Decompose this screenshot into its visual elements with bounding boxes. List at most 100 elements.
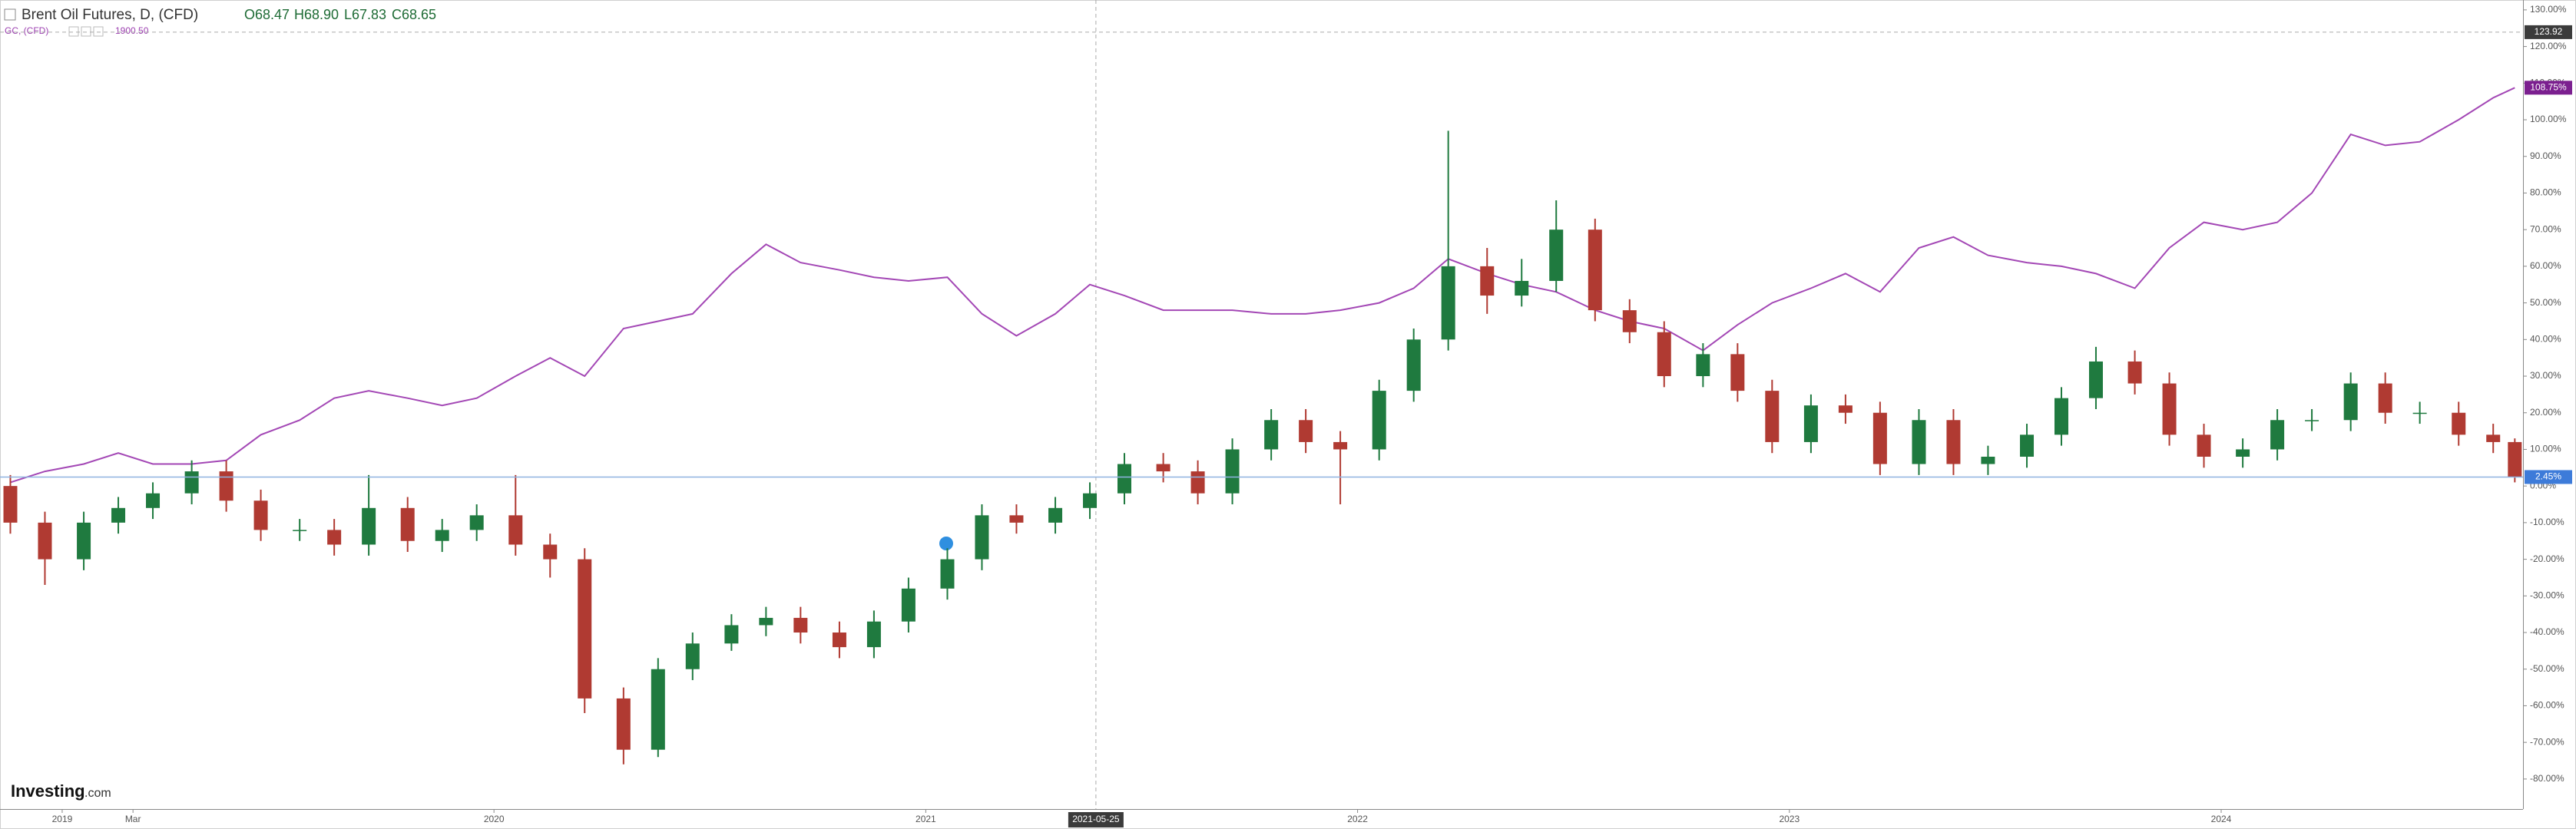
- candle-body: [759, 617, 773, 626]
- candle-body: [901, 588, 916, 622]
- x-tick-label: 2020: [484, 814, 505, 824]
- candle-body: [975, 515, 989, 560]
- x-tick-label: 2021: [916, 814, 936, 824]
- candle-body: [2412, 412, 2427, 414]
- candle-body: [793, 617, 808, 633]
- crosshair-y-label: 123.92: [2535, 26, 2563, 37]
- candle-body: [1333, 441, 1348, 450]
- candle-body: [2270, 420, 2285, 450]
- candle-body: [2508, 441, 2522, 477]
- overlay-name: GC, (CFD): [5, 25, 48, 36]
- ohlc-low: L67.83: [344, 7, 386, 22]
- overlay-icon[interactable]: [68, 26, 79, 37]
- x-tick-label: Mar: [125, 814, 141, 824]
- candle-body: [1515, 280, 1529, 296]
- y-tick-label: -20.00%: [2530, 553, 2564, 564]
- y-tick-label: 60.00%: [2530, 260, 2561, 271]
- logo: Investing: [11, 781, 85, 801]
- y-tick-label: 90.00%: [2530, 150, 2561, 161]
- y-tick-label: 50.00%: [2530, 297, 2561, 308]
- candle-body: [2020, 434, 2035, 457]
- last-price-tag: [2525, 470, 2572, 484]
- y-tick-label: 130.00%: [2530, 4, 2567, 15]
- overlay-last-tag: [2525, 81, 2572, 95]
- x-tick-label: 2022: [1347, 814, 1368, 824]
- candle-body: [1441, 266, 1455, 340]
- candle-body: [1946, 420, 1961, 464]
- overlay-icon[interactable]: [93, 26, 104, 37]
- candle-body: [3, 486, 18, 523]
- y-tick-label: 10.00%: [2530, 444, 2561, 454]
- candle-body: [253, 500, 268, 530]
- collapse-icon[interactable]: [4, 8, 16, 21]
- candle-body: [184, 471, 199, 494]
- ohlc-close: C68.65: [392, 7, 436, 22]
- y-tick-label: -80.00%: [2530, 773, 2564, 784]
- candle-body: [1765, 391, 1780, 442]
- candle-body: [1225, 449, 1240, 494]
- candle-body: [616, 698, 631, 750]
- candle-body: [1117, 464, 1131, 494]
- candle-body: [508, 515, 523, 545]
- candle-body: [1981, 456, 1995, 464]
- overlay-last-label: 108.75%: [2530, 81, 2567, 92]
- y-tick-label: -10.00%: [2530, 517, 2564, 527]
- candle-body: [2343, 383, 2358, 421]
- overlay-icon[interactable]: [81, 26, 91, 37]
- candle-body: [400, 507, 415, 541]
- y-tick-label: 100.00%: [2530, 114, 2567, 124]
- candle-body: [1730, 354, 1745, 391]
- candle-body: [2378, 383, 2392, 413]
- candle-body: [1009, 515, 1024, 523]
- candle-body: [2088, 361, 2103, 398]
- y-tick-label: 80.00%: [2530, 187, 2561, 198]
- candle-body: [1190, 471, 1205, 494]
- candle-body: [651, 669, 665, 750]
- candle-body: [111, 507, 126, 523]
- y-tick-label: 70.00%: [2530, 223, 2561, 234]
- candle-body: [435, 530, 449, 541]
- candle-body: [362, 507, 376, 545]
- candle-body: [1696, 354, 1710, 377]
- candle-body: [866, 621, 881, 648]
- candle-body: [2305, 420, 2319, 421]
- candle-body: [724, 625, 739, 644]
- ohlc-open: O68.47: [244, 7, 290, 22]
- candle-body: [1299, 420, 1313, 442]
- x-tick-label: 2023: [1779, 814, 1800, 824]
- event-marker[interactable]: [939, 537, 953, 550]
- candle-body: [1872, 412, 1887, 464]
- candle-body: [1549, 230, 1564, 281]
- candle-body: [832, 632, 846, 648]
- candle-body: [293, 530, 307, 531]
- candle-body: [1588, 230, 1602, 311]
- candle-body: [1372, 391, 1386, 450]
- candle-body: [38, 522, 52, 560]
- candle-body: [1264, 420, 1279, 450]
- x-tick-label: 2019: [52, 814, 73, 824]
- candle-body: [2197, 434, 2211, 457]
- candle-body: [1657, 332, 1671, 377]
- candle-body: [578, 559, 592, 699]
- candle-body: [2162, 383, 2177, 435]
- candle-body: [1803, 405, 1818, 442]
- y-tick-label: 120.00%: [2530, 41, 2567, 51]
- overlay-price: 1900.50: [115, 25, 149, 36]
- candle-body: [1083, 493, 1098, 508]
- x-tick-label: 2024: [2211, 814, 2232, 824]
- candle-body: [2054, 398, 2068, 435]
- last-price-label: 2.45%: [2535, 471, 2561, 482]
- y-tick-label: -70.00%: [2530, 736, 2564, 747]
- crosshair-x-tag: [1068, 812, 1124, 827]
- candle-body: [2486, 434, 2501, 442]
- overlay-line: [10, 87, 2515, 484]
- candle-body: [1156, 464, 1170, 472]
- candle-body: [1048, 507, 1063, 523]
- y-tick-label: -40.00%: [2530, 626, 2564, 637]
- candle-body: [2127, 361, 2142, 384]
- y-tick-label: 40.00%: [2530, 333, 2561, 344]
- candle-body: [469, 515, 484, 530]
- candle-body: [1838, 405, 1853, 413]
